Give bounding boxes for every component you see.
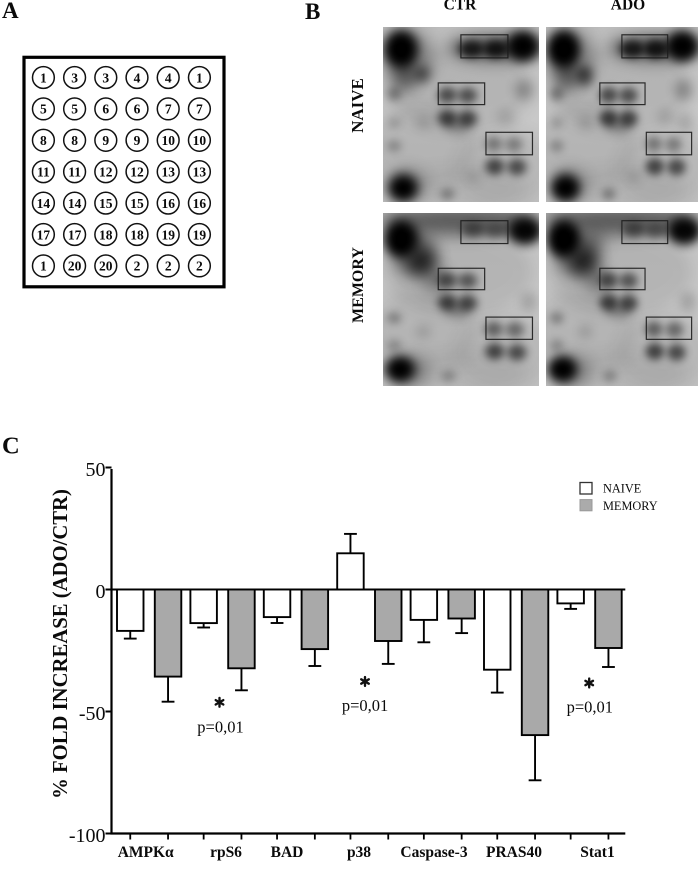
svg-text:19: 19: [161, 227, 175, 242]
svg-text:11: 11: [37, 165, 50, 180]
svg-text:10: 10: [193, 133, 207, 148]
svg-text:1: 1: [40, 70, 47, 85]
svg-text:p=0,01: p=0,01: [342, 696, 388, 715]
svg-text:p=0,01: p=0,01: [567, 698, 613, 717]
svg-text:8: 8: [71, 133, 78, 148]
svg-text:2: 2: [165, 259, 172, 274]
svg-text:7: 7: [196, 102, 203, 117]
svg-text:16: 16: [161, 196, 175, 211]
svg-text:% FOLD INCREASE (ADO/CTR): % FOLD INCREASE (ADO/CTR): [50, 489, 72, 799]
svg-text:6: 6: [134, 102, 141, 117]
svg-text:13: 13: [161, 165, 175, 180]
svg-text:0: 0: [96, 581, 106, 603]
svg-text:ADO: ADO: [611, 0, 645, 14]
svg-text:4: 4: [134, 70, 141, 85]
svg-text:Stat1: Stat1: [580, 844, 614, 861]
svg-text:3: 3: [102, 70, 109, 85]
svg-text:15: 15: [99, 196, 113, 211]
svg-text:1: 1: [40, 259, 47, 274]
svg-text:MEMORY: MEMORY: [603, 499, 658, 513]
svg-text:20: 20: [99, 259, 113, 274]
svg-text:-100: -100: [69, 825, 106, 847]
svg-text:16: 16: [193, 196, 207, 211]
svg-text:9: 9: [134, 133, 141, 148]
svg-text:CTR: CTR: [444, 0, 478, 14]
svg-text:3: 3: [71, 70, 78, 85]
svg-text:5: 5: [40, 102, 47, 117]
svg-text:BAD: BAD: [271, 844, 304, 861]
svg-text:-50: -50: [79, 703, 106, 725]
svg-text:AMPKα: AMPKα: [118, 844, 174, 861]
svg-text:20: 20: [68, 259, 82, 274]
svg-text:2: 2: [196, 259, 203, 274]
svg-text:6: 6: [102, 102, 109, 117]
svg-text:NAIVE: NAIVE: [603, 482, 641, 496]
svg-text:8: 8: [40, 133, 47, 148]
svg-text:12: 12: [130, 165, 144, 180]
svg-text:9: 9: [102, 133, 109, 148]
svg-text:A: A: [2, 0, 19, 23]
svg-text:18: 18: [99, 227, 113, 242]
svg-text:14: 14: [37, 196, 51, 211]
svg-text:5: 5: [71, 102, 78, 117]
svg-text:18: 18: [130, 227, 144, 242]
svg-text:1: 1: [196, 70, 203, 85]
svg-text:Caspase-3: Caspase-3: [400, 844, 467, 861]
svg-text:11: 11: [68, 165, 81, 180]
svg-text:rpS6: rpS6: [210, 844, 242, 861]
svg-text:13: 13: [193, 165, 207, 180]
svg-text:B: B: [305, 0, 320, 24]
svg-text:C: C: [2, 433, 20, 460]
svg-text:MEMORY: MEMORY: [350, 247, 367, 323]
svg-text:PRAS40: PRAS40: [486, 844, 542, 861]
svg-text:10: 10: [161, 133, 175, 148]
svg-text:4: 4: [165, 70, 172, 85]
svg-text:14: 14: [68, 196, 82, 211]
svg-text:2: 2: [134, 259, 141, 274]
svg-text:p38: p38: [347, 844, 371, 861]
svg-text:12: 12: [99, 165, 113, 180]
svg-text:p=0,01: p=0,01: [197, 718, 243, 737]
svg-text:19: 19: [193, 227, 207, 242]
svg-text:17: 17: [68, 227, 82, 242]
svg-text:7: 7: [165, 102, 172, 117]
svg-text:15: 15: [130, 196, 144, 211]
svg-text:NAIVE: NAIVE: [348, 78, 367, 133]
svg-text:50: 50: [86, 459, 106, 481]
svg-text:17: 17: [37, 227, 51, 242]
